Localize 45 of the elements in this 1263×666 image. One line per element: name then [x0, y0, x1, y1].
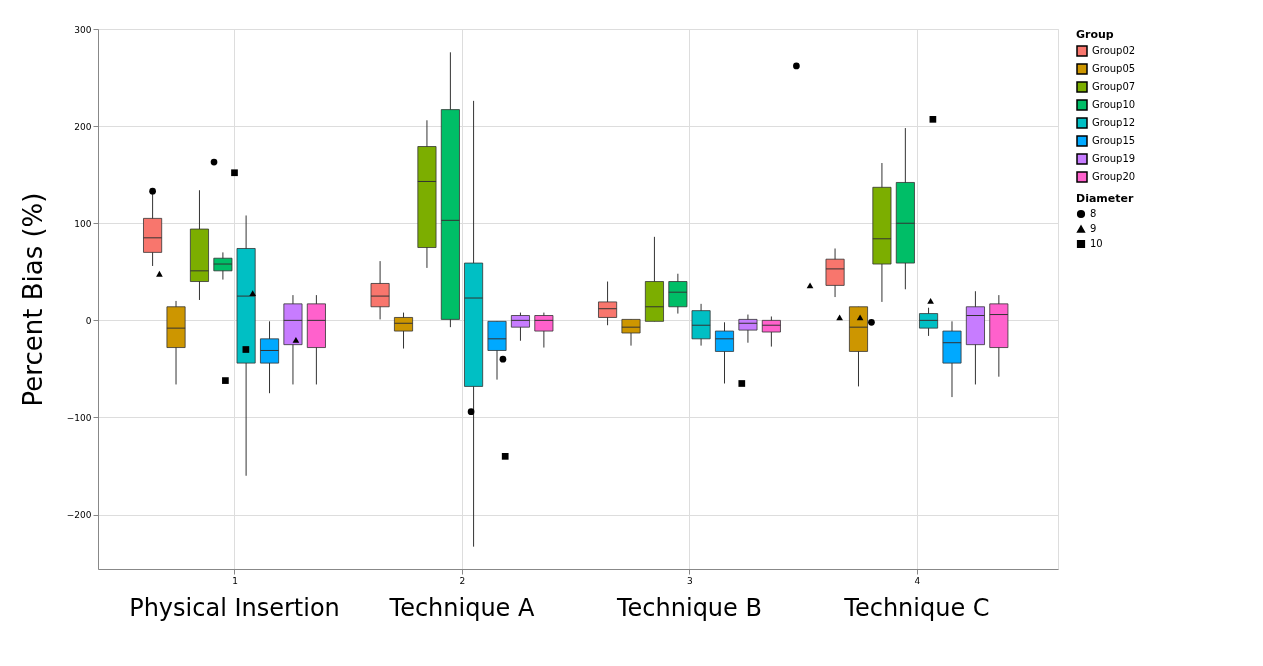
point	[929, 115, 937, 123]
legend-label: Group02	[1092, 45, 1136, 56]
x-tick-label: 2	[459, 575, 466, 586]
legend-label: Group12	[1092, 117, 1136, 128]
y-tick-label: 0	[85, 315, 92, 326]
x-tick-label: 1	[232, 575, 238, 586]
y-tick-label: −200	[66, 510, 92, 521]
legend-label: Group19	[1092, 153, 1136, 164]
point	[927, 298, 934, 304]
point	[231, 169, 238, 177]
point	[806, 282, 814, 289]
legend-label: 10	[1090, 238, 1103, 249]
text: Group	[1076, 28, 1114, 41]
y-tick-label: 100	[74, 218, 92, 229]
point	[501, 452, 509, 460]
point	[793, 62, 800, 70]
y-tick-label: −100	[66, 412, 92, 423]
legend-label: Group07	[1092, 81, 1136, 92]
legend-label: 8	[1090, 208, 1097, 219]
legend-label: Group20	[1092, 171, 1136, 182]
y-axis-title: Percent Bias (%)	[17, 192, 48, 407]
text: Technique C	[843, 594, 990, 622]
point	[210, 158, 218, 166]
x-tick-label: 3	[687, 575, 693, 586]
legend-label: 9	[1090, 223, 1097, 234]
text: Diameter	[1076, 192, 1134, 205]
point	[292, 336, 300, 343]
point	[156, 270, 163, 277]
text: Technique A	[388, 594, 536, 622]
point	[242, 346, 250, 353]
point	[249, 290, 257, 297]
point	[868, 318, 875, 326]
point	[467, 408, 475, 416]
legend-label: Group05	[1092, 63, 1136, 74]
point	[499, 355, 507, 363]
legend-label: Group10	[1092, 99, 1136, 110]
y-tick-label: 200	[74, 121, 92, 132]
point	[738, 380, 746, 387]
x-tick-label: 4	[914, 575, 921, 586]
text: Physical Insertion	[129, 594, 340, 622]
point	[149, 187, 156, 195]
y-tick-label: 300	[74, 24, 92, 35]
text: Technique B	[616, 594, 762, 622]
point	[222, 377, 229, 384]
legend-label: Group15	[1092, 135, 1136, 146]
